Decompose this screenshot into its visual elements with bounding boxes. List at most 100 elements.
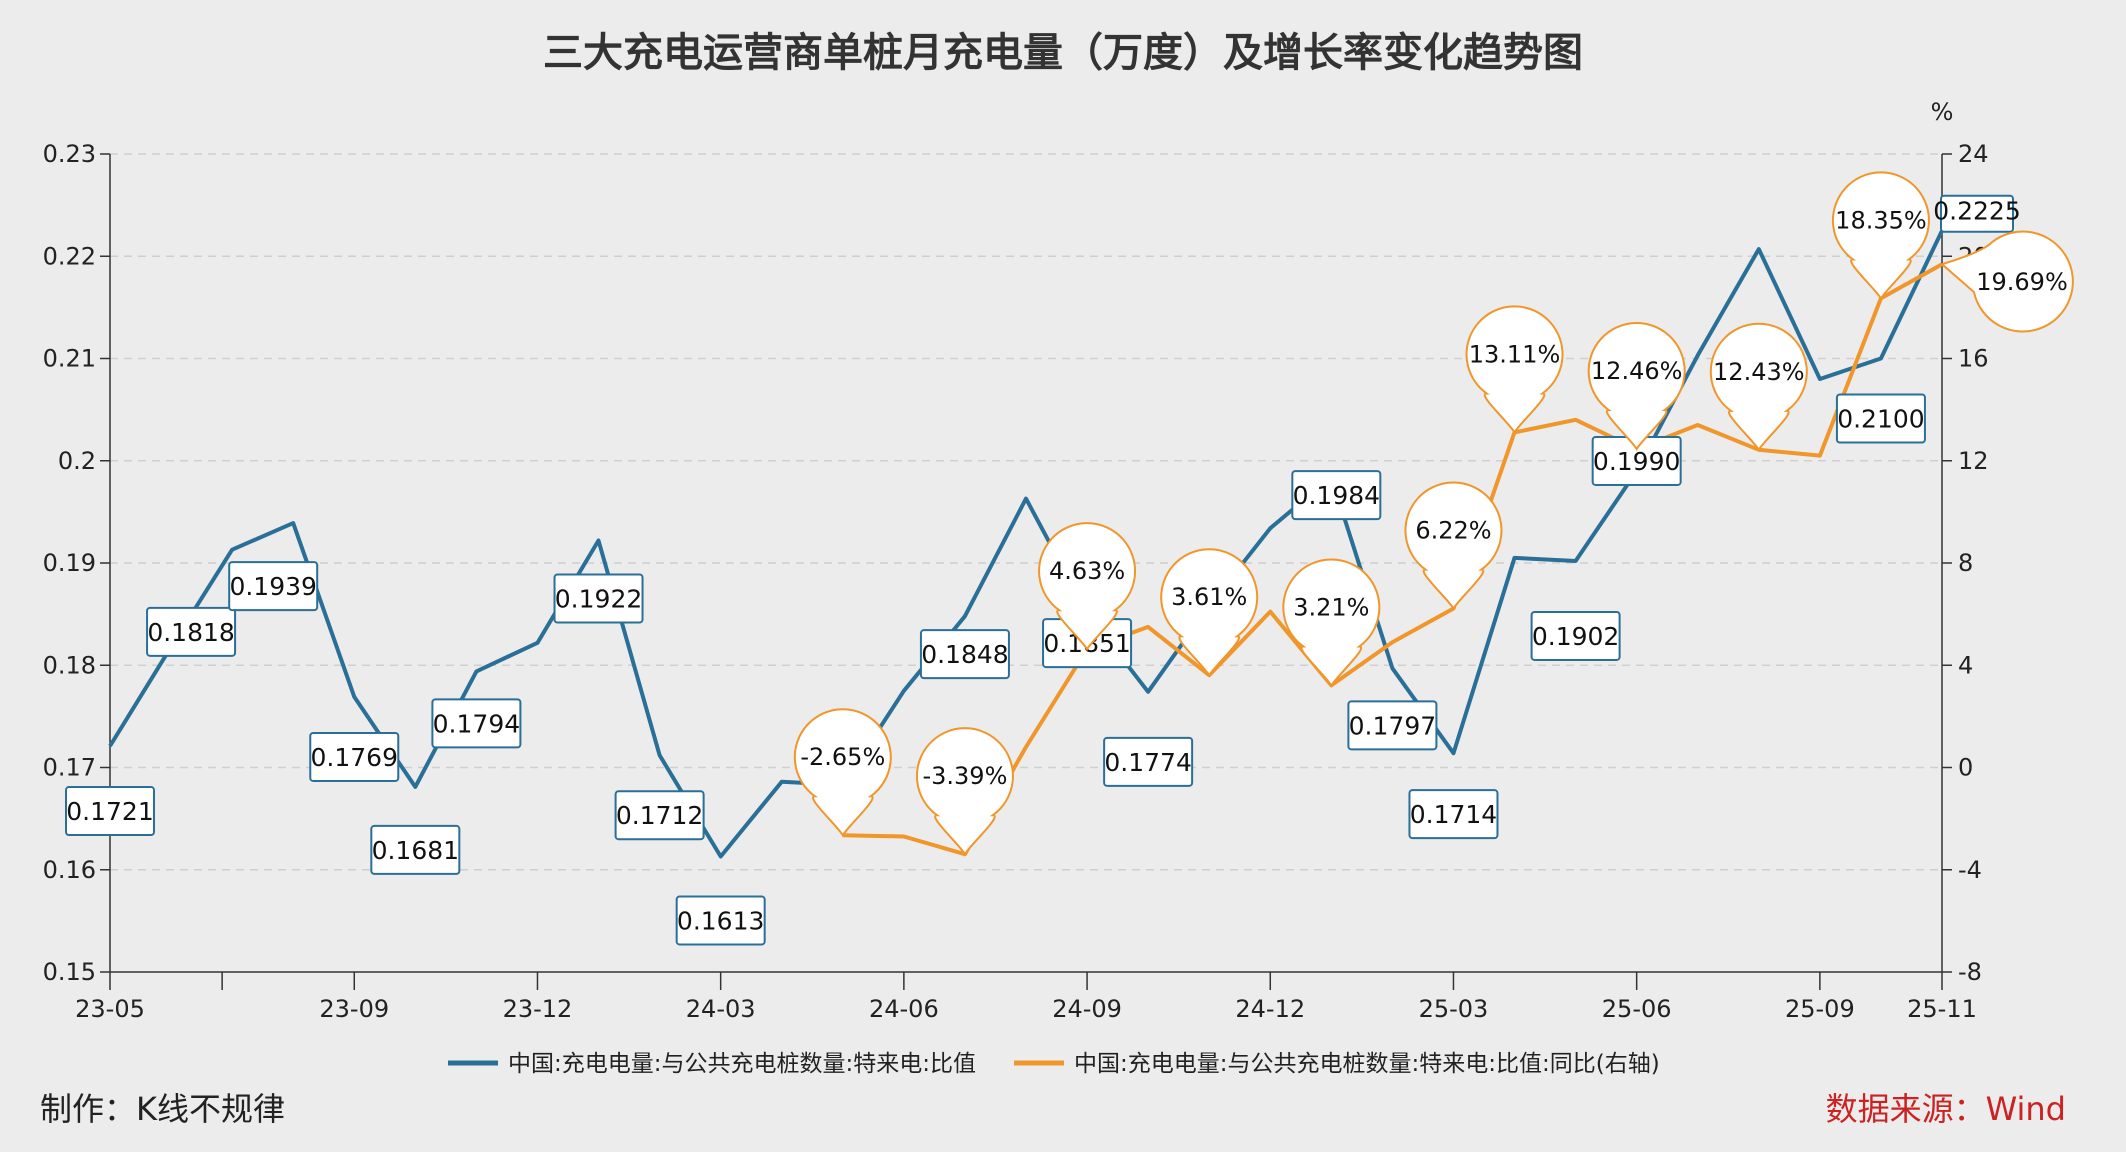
- ratio-label-box: [675, 895, 766, 946]
- axes: 0.15 0.16 0.17 0.18 0.19 0.2 0.21 0.22 0.23 -8 -4 0…: [43, 98, 1989, 1023]
- right-tick-label: 12: [1958, 447, 1989, 475]
- ratio-label-text: 0.2100: [1837, 405, 1924, 434]
- left-tick-label: 0.19: [43, 549, 96, 577]
- right-axis-unit: %: [1931, 98, 1954, 126]
- x-tick-label: 24-03: [686, 995, 756, 1023]
- right-tick-label: 0: [1958, 754, 1973, 782]
- x-tick-label: 23-09: [319, 995, 389, 1023]
- yoy-pin-bubble: [1831, 171, 1930, 301]
- x-tick-label: 23-12: [503, 995, 573, 1023]
- ratio-label-box: [1103, 736, 1194, 787]
- ratio-label-text: 0.1797: [1349, 711, 1436, 740]
- left-tick-label: 0.21: [43, 345, 96, 373]
- x-tick-label: 24-09: [1052, 995, 1122, 1023]
- right-tick-label: -4: [1958, 856, 1982, 884]
- left-tick-label: 0.15: [43, 958, 96, 986]
- ratio-label-text: 0.1769: [311, 743, 398, 772]
- x-tick-label: 25-09: [1785, 995, 1855, 1023]
- right-tick-label: 8: [1958, 549, 1973, 577]
- yoy-pin-bubble: [1587, 321, 1686, 451]
- ratio-label: 0.1774: [1103, 736, 1194, 787]
- yoy-label: 4.63%: [1038, 522, 1137, 652]
- yoy-label: -3.39%: [915, 727, 1014, 857]
- ratio-label-box: [65, 786, 155, 837]
- ratio-label: 0.1712: [614, 790, 705, 841]
- ratio-label-text: 0.1712: [616, 801, 703, 830]
- yoy-label: -2.65%: [793, 708, 892, 838]
- ratio-label: 0.1984: [1291, 470, 1382, 521]
- ratio-label-box: [1835, 393, 1926, 444]
- ratio-label: 0.1848: [919, 629, 1010, 680]
- x-tick-label: 25-06: [1602, 995, 1672, 1023]
- ratio-label-box: [309, 731, 400, 782]
- ratio-label-box: [1291, 470, 1382, 521]
- x-tick-label: 24-12: [1235, 995, 1305, 1023]
- yoy-label: 3.61%: [1160, 548, 1259, 678]
- yoy-pin-bubble: [1404, 481, 1503, 611]
- ratio-label: 0.1902: [1530, 610, 1621, 661]
- yoy-pin-bubble: [1465, 305, 1564, 435]
- left-tick-label: 0.17: [43, 754, 96, 782]
- ratio-label-text: 0.2225: [1933, 197, 2020, 226]
- yoy-label-text: -3.39%: [922, 762, 1007, 790]
- ratio-label-text: 0.1990: [1593, 447, 1680, 476]
- yoy-label: 3.21%: [1282, 558, 1381, 688]
- yoy-pin-bubble: [1709, 322, 1808, 452]
- ratio-label-text: 0.1714: [1410, 800, 1497, 829]
- yoy-label-text: 4.63%: [1049, 557, 1125, 585]
- ratio-label-text: 0.1613: [677, 906, 764, 935]
- yoy-label-text: 18.35%: [1835, 206, 1927, 234]
- x-tick-label: 25-11: [1907, 995, 1977, 1023]
- ratio-label-box: [614, 790, 705, 841]
- ratio-label-box: [1940, 194, 2014, 233]
- data-labels: 0.1721 0.1818 0.1939 0.1769 0.1681 0.1794 0.19…: [65, 171, 2074, 946]
- chart-title: 三大充电运营商单桩月充电量（万度）及增长率变化趋势图: [543, 30, 1583, 76]
- right-tick-label: -8: [1958, 958, 1982, 986]
- legend-label-yoy: 中国:充电电量:与公共充电桩数量:特来电:比值:同比(右轴): [1074, 1051, 1660, 1077]
- yoy-label: 18.35%: [1831, 171, 1930, 301]
- ratio-label-box: [1530, 610, 1621, 661]
- ratio-label: 0.2100: [1835, 393, 1926, 444]
- yoy-label: 19.69%: [1939, 230, 2074, 333]
- yoy-label-text: 19.69%: [1976, 268, 2068, 296]
- ratio-label: 0.1939: [228, 561, 319, 612]
- ratio-label-text: 0.1902: [1532, 622, 1619, 651]
- ratio-label: 0.1721: [65, 786, 155, 837]
- ratio-label-box: [919, 629, 1010, 680]
- source-text: 数据来源：Wind: [1826, 1090, 2066, 1128]
- yoy-label: 13.11%: [1465, 305, 1564, 435]
- ratio-label: 0.1714: [1408, 789, 1499, 840]
- ratio-label-box: [370, 824, 461, 875]
- x-tick-label: 23-05: [75, 995, 145, 1023]
- ratio-label-text: 0.1939: [229, 572, 316, 601]
- yoy-label-text: 13.11%: [1469, 340, 1561, 368]
- ratio-label: 0.1613: [675, 895, 766, 946]
- ratio-label-box: [228, 561, 319, 612]
- ratio-label-box: [1408, 789, 1499, 840]
- yoy-label: 6.22%: [1404, 481, 1503, 611]
- ratio-label: 0.1681: [370, 824, 461, 875]
- ratio-label-text: 0.1681: [372, 836, 459, 865]
- right-tick-label: 4: [1958, 651, 1973, 679]
- yoy-label-text: 3.21%: [1293, 593, 1369, 621]
- legend: 中国:充电电量:与公共充电桩数量:特来电:比值 中国:充电电量:与公共充电桩数量:…: [448, 1051, 1660, 1077]
- left-tick-label: 0.2: [58, 447, 96, 475]
- ratio-label-box: [553, 573, 644, 624]
- yoy-pin-bubble: [915, 727, 1014, 857]
- left-tick-label: 0.23: [43, 140, 96, 168]
- ratio-label: 0.1990: [1591, 435, 1682, 486]
- yoy-label: 12.43%: [1709, 322, 1808, 452]
- yoy-label-text: 3.61%: [1171, 583, 1247, 611]
- ratio-label-text: 0.1848: [921, 640, 1008, 669]
- left-tick-label: 0.18: [43, 651, 96, 679]
- yoy-label-text: 12.46%: [1591, 357, 1683, 385]
- yoy-pin-bubble: [1038, 522, 1137, 652]
- ratio-label-text: 0.1922: [555, 585, 642, 614]
- yoy-pin-bubble: [1939, 230, 2074, 333]
- ratio-label-box: [1347, 700, 1438, 751]
- right-tick-label: 16: [1958, 345, 1989, 373]
- yoy-pin-bubble: [793, 708, 892, 838]
- left-tick-label: 0.16: [43, 856, 96, 884]
- yoy-label-text: -2.65%: [800, 743, 885, 771]
